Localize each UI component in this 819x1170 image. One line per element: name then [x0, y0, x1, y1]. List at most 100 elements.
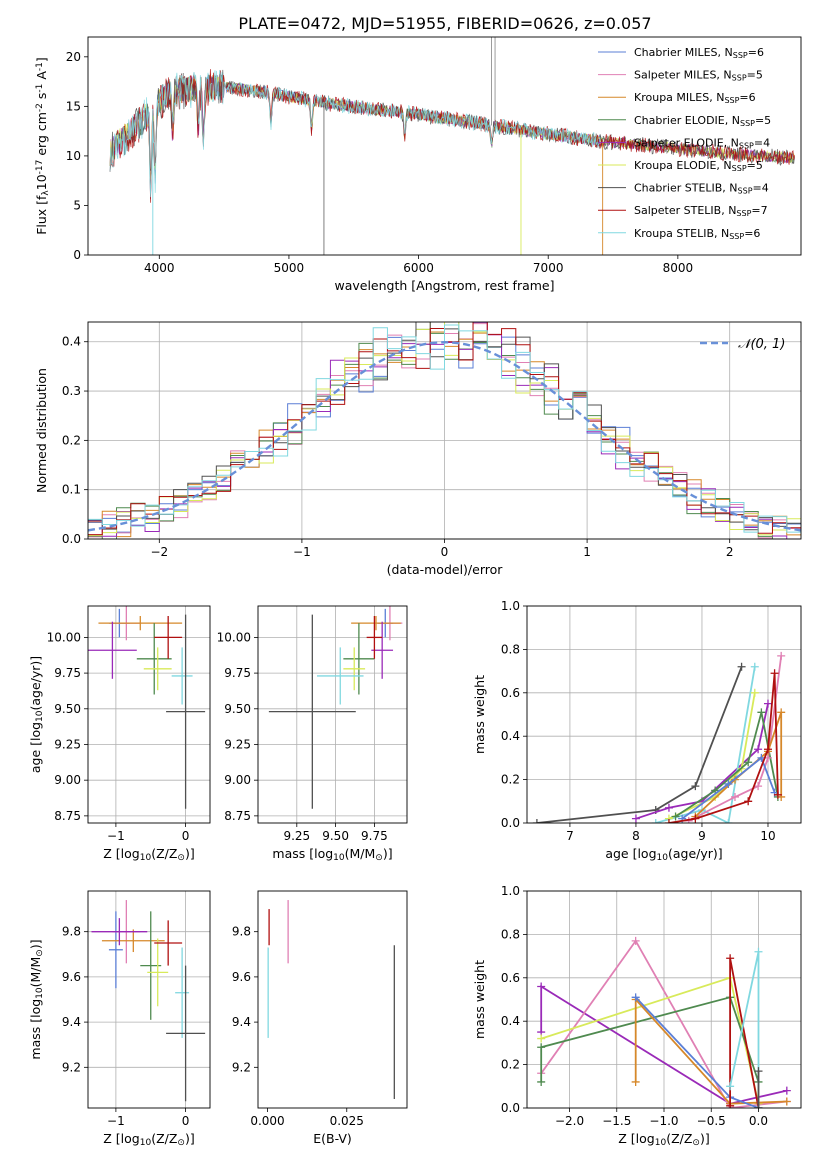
legend-text: Chabrier MILES, N	[634, 46, 733, 59]
y-axis-label: mass weight	[472, 675, 487, 754]
x-tick-label: 0	[182, 1114, 190, 1128]
x-tick-label: −0.5	[697, 1114, 726, 1128]
y-axis-label: age [log10(age/yr)]	[28, 656, 45, 773]
weight-marker	[744, 797, 753, 806]
weight-marker	[651, 819, 660, 823]
y-tick-label: 10	[66, 149, 81, 163]
label-part: (age/yr)]	[668, 846, 723, 861]
weight-marker	[724, 779, 733, 788]
label-script: ⊙	[375, 853, 383, 863]
y-tick-label: 10.00	[47, 630, 81, 644]
weight-marker	[631, 814, 640, 823]
label-script: ⊙	[177, 853, 185, 863]
plot-area	[532, 651, 786, 823]
y-tick-label: 9.25	[54, 737, 81, 751]
label-part: )]	[28, 939, 43, 949]
weight-line	[668, 692, 756, 820]
legend-sub: SSP	[732, 164, 747, 173]
legend-text: Chabrier ELODIE, N	[634, 114, 740, 127]
label-part: )]	[383, 846, 393, 861]
legend-entry: Kroupa MILES, NSSP=6	[634, 91, 756, 105]
label-part: 10	[34, 174, 49, 190]
panel-residuals: −2 −1 0 1 2 0.0 0.1 0.2 0.3 0.4 (data-model)/error…	[34, 321, 802, 577]
weight-marker	[754, 1104, 763, 1108]
label-part: A	[34, 71, 49, 84]
x-axis-label: mass [log10(M/M⊙)]	[272, 846, 392, 863]
label-script: -17	[35, 160, 45, 175]
axes-frame	[87, 605, 211, 824]
label-script: 10	[657, 853, 669, 863]
weight-marker	[750, 662, 759, 671]
x-tick-label: 4000	[144, 261, 175, 275]
legend-sub: SSP	[732, 74, 747, 83]
x-tick-label: 0.025	[330, 1114, 364, 1128]
x-tick-label: 9.75	[361, 829, 388, 843]
weight-marker	[763, 699, 772, 708]
legend-text: Salpeter ELODIE, N	[634, 136, 739, 149]
x-tick-label: −2	[150, 545, 168, 559]
label-part: s	[34, 93, 49, 104]
x-tick-label: −2.0	[555, 1114, 584, 1128]
weight-line	[681, 756, 776, 820]
label-script: -1	[35, 84, 45, 93]
x-axis-label: (data-model)/error	[387, 562, 504, 577]
y-tick-label: 9.8	[232, 925, 251, 939]
weight-line	[729, 958, 760, 1108]
label-part: (M/M	[28, 957, 43, 988]
y-tick-label: 9.2	[232, 1060, 251, 1074]
y-tick-label: 0.1	[62, 483, 81, 497]
histogram-step	[88, 324, 801, 533]
x-tick-label: 8	[632, 829, 640, 843]
weight-marker	[763, 745, 772, 754]
weight-line	[536, 666, 743, 823]
x-tick-label: −1	[107, 1114, 125, 1128]
legend-text: Salpeter STELIB, N	[634, 204, 736, 217]
legend-eq: =5	[755, 114, 771, 127]
label-part: mass weight	[472, 675, 487, 754]
label-script: ⊙	[177, 1138, 185, 1148]
y-axis-label: mass weight	[472, 960, 487, 1039]
weight-marker	[726, 1101, 735, 1108]
axes-frame	[526, 605, 802, 824]
y-tick-label: 9.75	[54, 666, 81, 680]
x-axis-label: Z [log10(Z/Z⊙)]	[103, 1131, 194, 1148]
x-tick-label: 8000	[663, 261, 694, 275]
y-tick-label: 5	[73, 198, 81, 212]
label-part: E(B-V)	[313, 1131, 352, 1146]
weight-marker	[754, 947, 763, 956]
x-tick-label: 0	[441, 545, 449, 559]
y-tick-label: 0.8	[501, 642, 520, 656]
panel-weight-vs-Z: −2.0 −1.5 −1.0 −0.5 0.0 0.0 0.2 0.4 0.6 0.8 1.0 Z […	[472, 884, 802, 1148]
label-part: age [log	[28, 722, 43, 773]
legend-entry: Chabrier STELIB, NSSP=4	[634, 182, 769, 196]
normal-curve	[88, 340, 801, 532]
legend-eq: =6	[739, 91, 755, 104]
y-tick-label: 15	[66, 99, 81, 113]
label-part: mass weight	[472, 960, 487, 1039]
x-tick-label: 0.000	[250, 1114, 284, 1128]
label-part: (M/M	[345, 846, 376, 861]
x-tick-label: 7000	[533, 261, 564, 275]
x-axis-label: E(B-V)	[313, 1131, 352, 1146]
label-part: mass [log	[272, 846, 333, 861]
y-tick-label: 0.4	[501, 1014, 520, 1028]
legend-entry: Salpeter ELODIE, NSSP=4	[634, 136, 770, 150]
weight-marker	[770, 669, 779, 678]
y-tick-label: 1.0	[501, 884, 520, 898]
legend-eq: =4	[754, 136, 770, 149]
legend-sub: SSP	[740, 119, 755, 128]
label-part: )]	[185, 846, 195, 861]
weight-marker	[726, 1082, 735, 1091]
x-axis-label: Z [log10(Z/Z⊙)]	[618, 1131, 709, 1148]
label-part: wavelength [Angstrom, rest frame]	[334, 278, 554, 293]
legend-sub: SSP	[733, 51, 748, 60]
weight-marker	[664, 819, 673, 823]
panel-spectrum: 4000 5000 6000 7000 8000 0 5 10 15 20 wavelength […	[34, 36, 802, 293]
weight-marker	[671, 812, 680, 821]
x-tick-label: 10	[760, 829, 775, 843]
weight-marker	[750, 688, 759, 697]
weight-marker	[724, 819, 733, 823]
label-script: 10	[35, 710, 45, 722]
label-part: )]	[185, 1131, 195, 1146]
